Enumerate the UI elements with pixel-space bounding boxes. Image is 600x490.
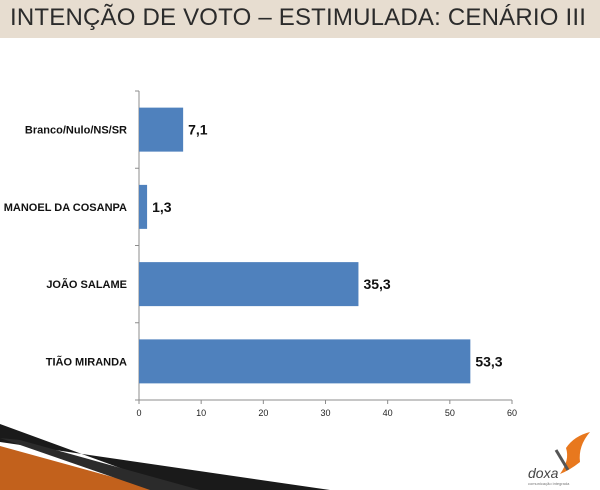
data-label: 35,3 bbox=[363, 276, 390, 292]
bar bbox=[139, 184, 148, 229]
bar bbox=[139, 107, 184, 152]
x-tick-label: 0 bbox=[136, 408, 141, 418]
decor-dark-stripe bbox=[0, 424, 330, 490]
header-bar bbox=[0, 0, 600, 38]
x-tick-label: 10 bbox=[196, 408, 206, 418]
data-label: 7,1 bbox=[188, 122, 208, 138]
doxa-logo-text: doxa bbox=[528, 465, 559, 481]
doxa-logo-tagline: comunicação integrada bbox=[528, 481, 570, 486]
x-tick-label: 30 bbox=[320, 408, 330, 418]
doxa-logo-mark bbox=[554, 432, 590, 474]
x-tick-label: 40 bbox=[383, 408, 393, 418]
x-tick-label: 50 bbox=[445, 408, 455, 418]
x-tick-label: 20 bbox=[258, 408, 268, 418]
category-label: MANOEL DA COSANPA bbox=[4, 202, 127, 214]
data-label: 53,3 bbox=[475, 353, 502, 369]
bar bbox=[139, 339, 471, 384]
data-label: 1,3 bbox=[152, 199, 172, 215]
x-tick-label: 60 bbox=[507, 408, 517, 418]
category-label: JOÃO SALAME bbox=[46, 278, 127, 291]
page-title: INTENÇÃO DE VOTO – ESTIMULADA: CENÁRIO I… bbox=[10, 4, 587, 31]
bar bbox=[139, 262, 359, 307]
category-label: TIÃO MIRANDA bbox=[46, 355, 127, 368]
category-label: Branco/Nulo/NS/SR bbox=[25, 125, 127, 137]
decor-dark-stripe-lower bbox=[0, 438, 200, 490]
